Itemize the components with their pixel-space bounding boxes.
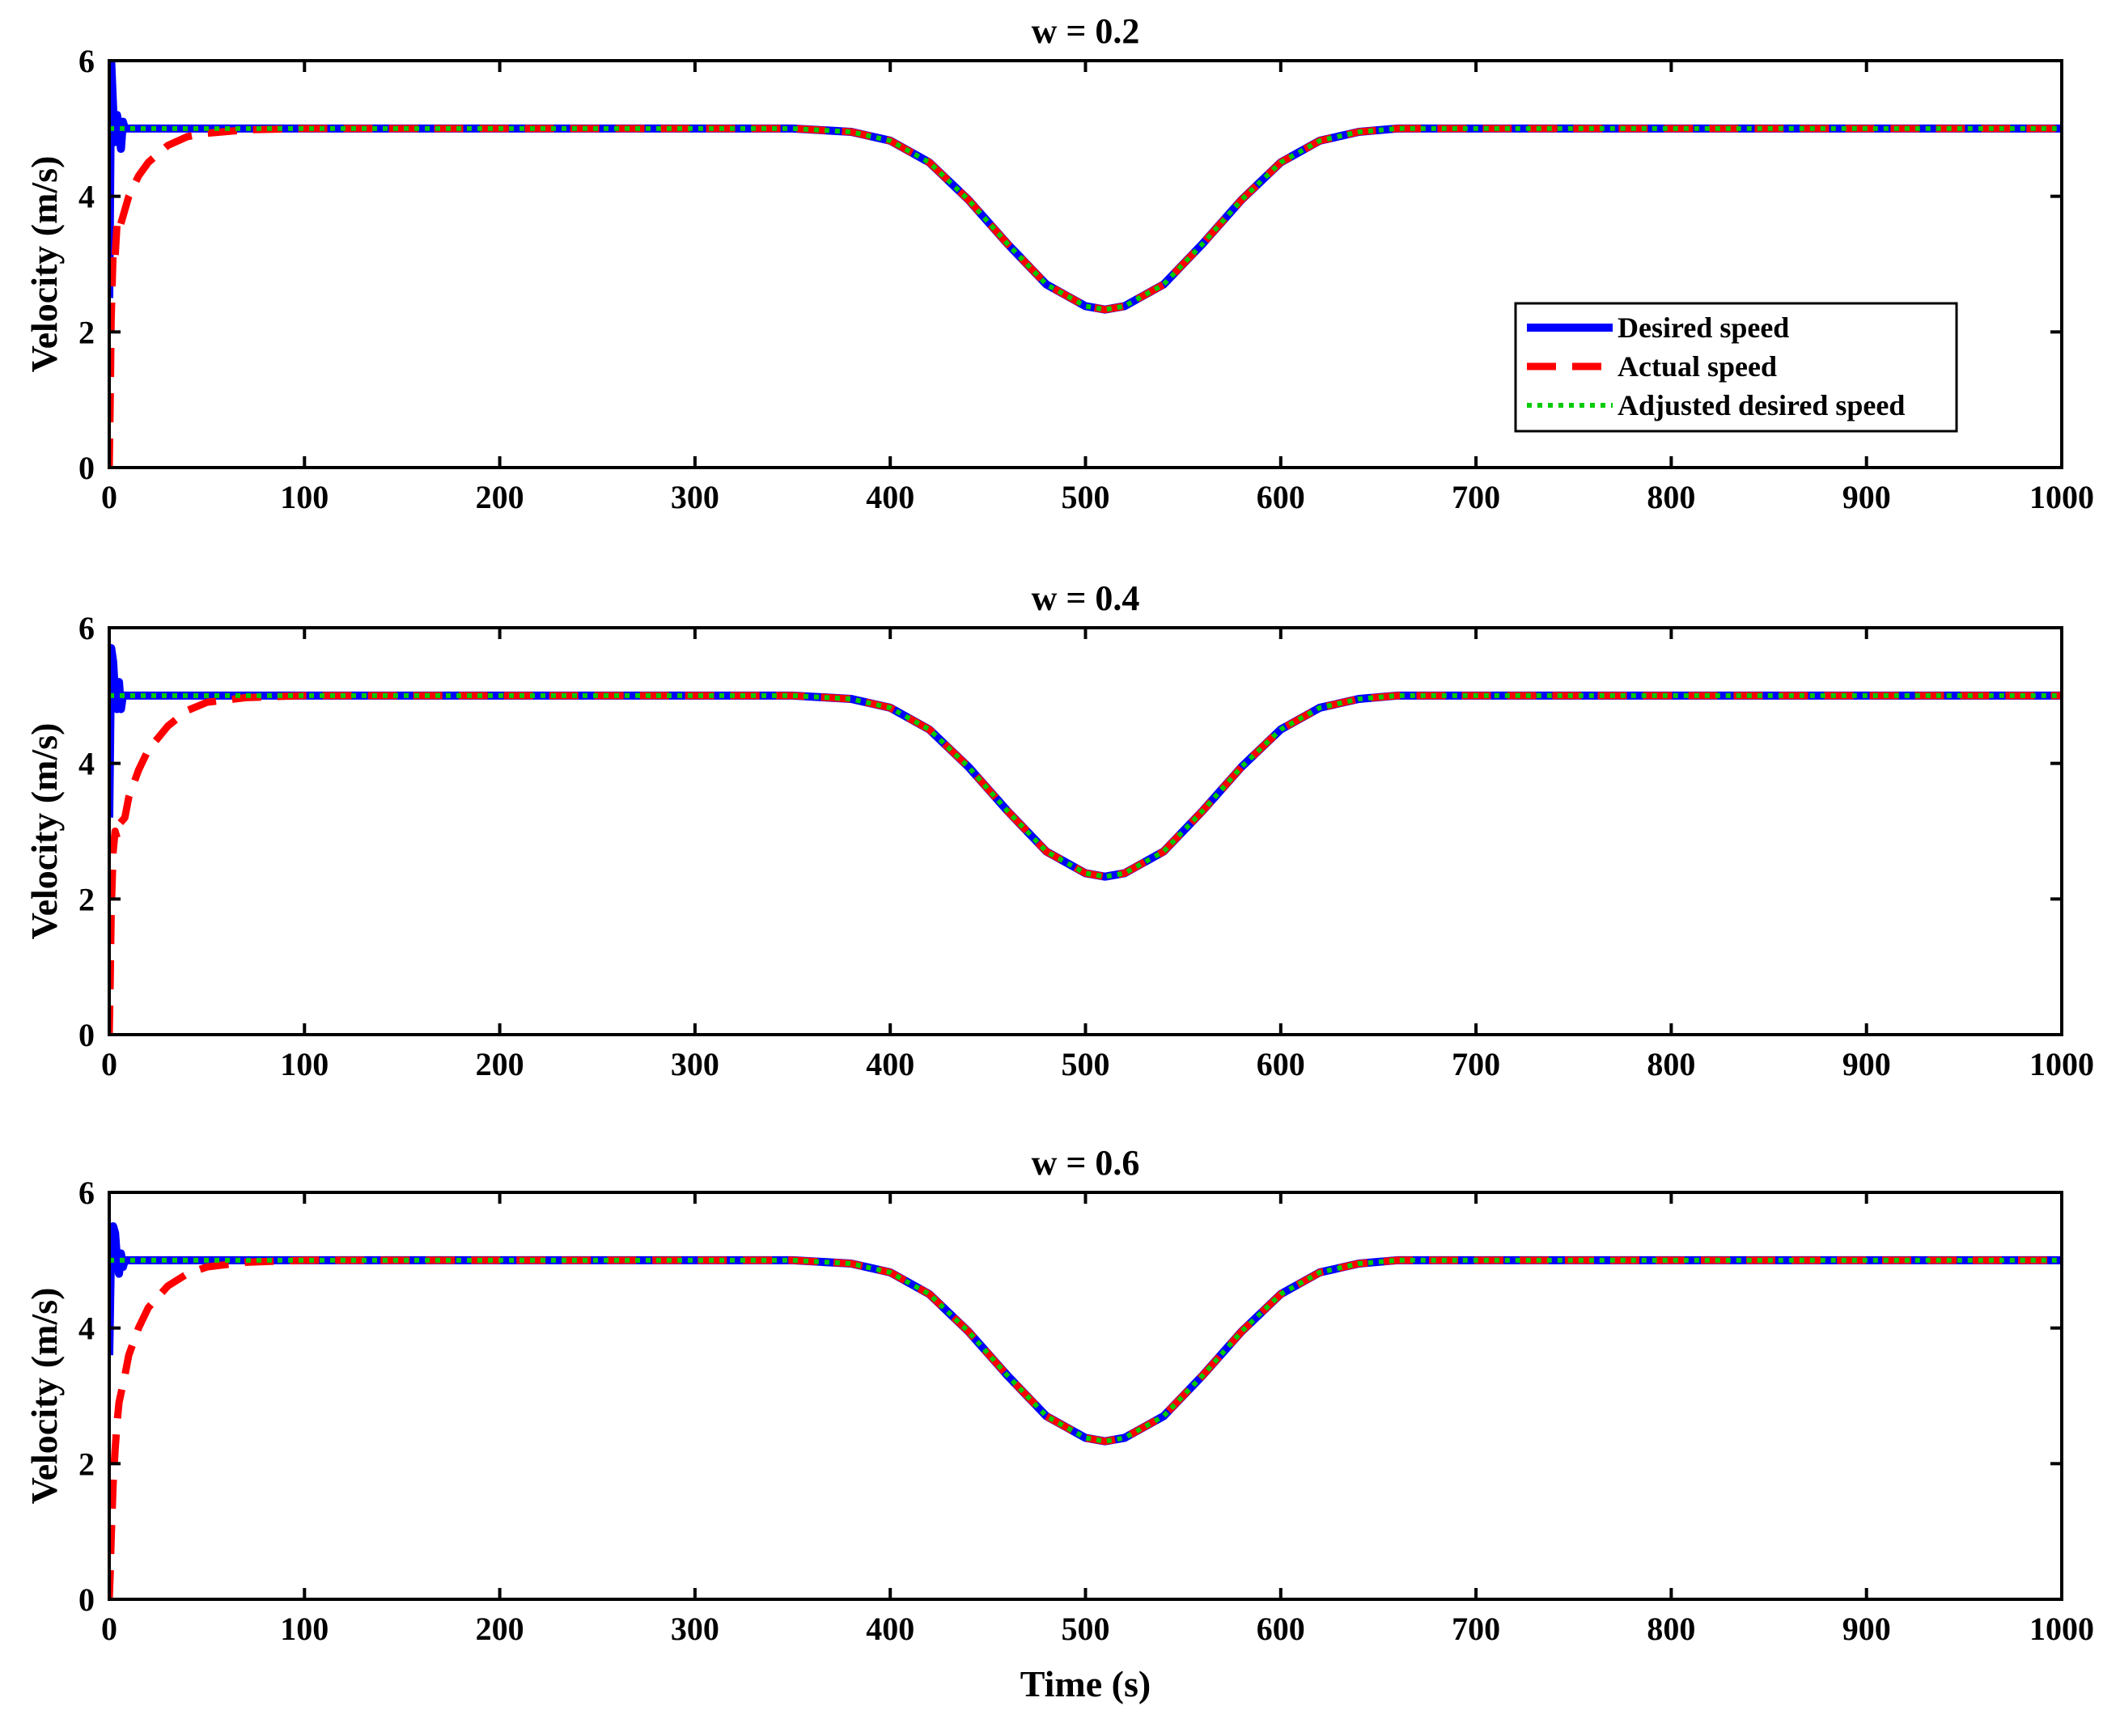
series-line-actual-speed bbox=[109, 692, 2062, 1035]
y-tick-label: 0 bbox=[78, 450, 95, 486]
series-line-adjusted-desired-speed bbox=[109, 692, 2062, 879]
y-tick-label: 4 bbox=[78, 179, 95, 215]
y-tick-label: 6 bbox=[78, 43, 95, 79]
series-line-actual-speed bbox=[109, 1256, 2062, 1599]
legend: Desired speed Actual speed Adjusted desire… bbox=[1514, 302, 1958, 433]
x-tick-label: 200 bbox=[476, 1046, 524, 1082]
x-tick-label: 300 bbox=[671, 1046, 719, 1082]
x-tick-label: 600 bbox=[1257, 1046, 1305, 1082]
plot-frame bbox=[108, 1191, 2063, 1601]
x-tick-label: 700 bbox=[1452, 479, 1500, 515]
x-tick-label: 0 bbox=[101, 479, 117, 515]
chart-title: w = 0.6 bbox=[1032, 1143, 1140, 1183]
x-tick-label: 500 bbox=[1062, 479, 1110, 515]
x-tick-label: 1000 bbox=[2029, 1046, 2094, 1082]
series-line-adjusted-desired-speed bbox=[109, 1257, 2062, 1444]
y-tick-label: 2 bbox=[78, 314, 95, 350]
x-tick-label: 1000 bbox=[2029, 479, 2094, 515]
series-line-adjusted-desired-speed bbox=[109, 125, 2062, 312]
x-tick-label: 500 bbox=[1062, 1611, 1110, 1647]
series-line-desired-speed bbox=[109, 644, 2062, 881]
legend-entry: Adjusted desired speed bbox=[1618, 389, 1905, 421]
y-tick-label: 2 bbox=[78, 881, 95, 917]
series-line-desired-speed bbox=[109, 61, 2062, 314]
chart-panel-2: 0 100 200 300 400 500 600 700 800 900 1000 0 2 4 6 w = … bbox=[23, 578, 2094, 1082]
y-tick-label: 6 bbox=[78, 610, 95, 646]
x-tick-label: 600 bbox=[1257, 1611, 1305, 1647]
series-line-actual-speed bbox=[109, 125, 2062, 468]
x-tick-label: 800 bbox=[1647, 479, 1695, 515]
x-axis-label: Time (s) bbox=[1020, 1663, 1151, 1704]
x-tick-label: 400 bbox=[866, 479, 914, 515]
y-tick-label: 2 bbox=[78, 1446, 95, 1482]
x-tick-label: 800 bbox=[1647, 1611, 1695, 1647]
x-tick-label: 100 bbox=[280, 1611, 329, 1647]
y-axis-label: Velocity (m/s) bbox=[23, 723, 65, 940]
y-tick-label: 6 bbox=[78, 1175, 95, 1211]
x-tick-label: 700 bbox=[1452, 1611, 1500, 1647]
x-tick-label: 700 bbox=[1452, 1046, 1500, 1082]
chart-title: w = 0.4 bbox=[1032, 578, 1140, 618]
x-tick-label: 0 bbox=[101, 1046, 117, 1082]
legend-entry: Actual speed bbox=[1618, 350, 1777, 383]
y-axis-label: Velocity (m/s) bbox=[23, 156, 65, 373]
plot-frame bbox=[108, 626, 2063, 1036]
x-tick-label: 0 bbox=[101, 1611, 117, 1647]
x-tick-label: 300 bbox=[671, 1611, 719, 1647]
legend-entry: Desired speed bbox=[1618, 311, 1789, 344]
x-tick-label: 400 bbox=[866, 1046, 914, 1082]
y-tick-label: 0 bbox=[78, 1581, 95, 1618]
x-tick-label: 600 bbox=[1257, 479, 1305, 515]
x-tick-label: 400 bbox=[866, 1611, 914, 1647]
x-tick-label: 900 bbox=[1842, 479, 1891, 515]
x-tick-label: 800 bbox=[1647, 1046, 1695, 1082]
y-axis-label: Velocity (m/s) bbox=[23, 1288, 65, 1505]
y-tick-label: 4 bbox=[78, 746, 95, 782]
y-tick-label: 0 bbox=[78, 1017, 95, 1053]
x-tick-label: 200 bbox=[476, 479, 524, 515]
chart-title: w = 0.2 bbox=[1032, 11, 1140, 51]
y-tick-label: 4 bbox=[78, 1310, 95, 1347]
chart-panel-3: 0 100 200 300 400 500 600 700 800 900 1000 0 2 4 6 w = … bbox=[23, 1143, 2094, 1704]
x-tick-label: 300 bbox=[671, 479, 719, 515]
x-tick-label: 1000 bbox=[2029, 1611, 2094, 1647]
x-tick-label: 900 bbox=[1842, 1046, 1891, 1082]
x-tick-label: 900 bbox=[1842, 1611, 1891, 1647]
x-tick-label: 100 bbox=[280, 1046, 329, 1082]
chart-panel-1: 0 100 200 300 400 500 600 700 800 900 1000 0 2 4 6 w = … bbox=[23, 11, 2094, 515]
x-tick-label: 500 bbox=[1062, 1046, 1110, 1082]
series-line-desired-speed bbox=[109, 1222, 2062, 1446]
x-tick-label: 100 bbox=[280, 479, 329, 515]
x-tick-label: 200 bbox=[476, 1611, 524, 1647]
